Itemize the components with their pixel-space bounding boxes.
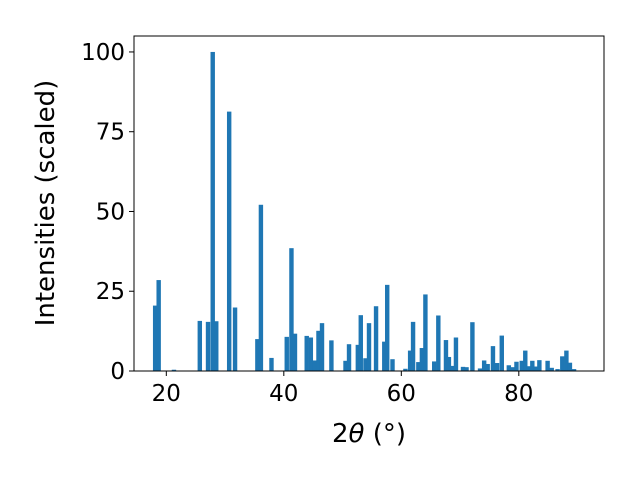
y-axis: 0 25 50 75 100	[81, 40, 134, 385]
bar	[450, 365, 455, 371]
bar	[506, 365, 512, 371]
x-axis-label-symbol: θ	[349, 419, 365, 449]
bar	[464, 367, 469, 371]
bar	[269, 357, 274, 371]
bar	[308, 337, 314, 371]
y-tick-label: 100	[81, 40, 125, 66]
bar	[316, 330, 321, 371]
bar	[432, 361, 437, 371]
bar	[382, 341, 387, 371]
bar	[289, 248, 294, 371]
bar	[232, 307, 238, 371]
bar	[514, 361, 519, 371]
bar	[485, 363, 490, 371]
x-tick-label: 40	[269, 381, 298, 407]
x-axis-label-prefix: 2	[332, 419, 349, 449]
bar	[403, 368, 408, 371]
bar	[156, 280, 161, 371]
x-axis-label-unit: (°)	[364, 419, 406, 449]
bar	[460, 366, 466, 371]
bar	[555, 369, 560, 371]
bar	[490, 346, 496, 371]
x-tick-label: 20	[152, 381, 181, 407]
bar	[312, 360, 318, 371]
bar	[373, 306, 379, 371]
bar	[284, 336, 289, 371]
bar	[537, 360, 542, 371]
bar	[481, 360, 487, 371]
x-tick-label: 80	[504, 381, 533, 407]
bar	[526, 366, 532, 371]
y-tick-label: 75	[96, 120, 125, 146]
bar	[205, 321, 211, 371]
bar	[549, 367, 554, 371]
bar	[319, 323, 325, 371]
bar	[258, 204, 264, 371]
bar	[477, 368, 483, 371]
y-axis-label: Intensities (scaled)	[31, 80, 61, 327]
x-axis: 20 40 60 80	[152, 371, 533, 407]
bar	[366, 323, 372, 371]
bar	[363, 358, 368, 371]
bar	[533, 366, 539, 371]
bar	[571, 369, 577, 371]
y-tick-label: 0	[110, 359, 125, 385]
bar	[545, 360, 550, 371]
bar	[171, 369, 177, 371]
bar	[292, 333, 298, 371]
bar	[407, 350, 413, 371]
bar	[358, 315, 363, 371]
bar	[560, 356, 565, 371]
bar	[226, 111, 232, 372]
bar	[564, 350, 569, 371]
bar	[197, 320, 203, 371]
bar	[494, 363, 500, 371]
bar	[567, 362, 573, 371]
bar	[255, 339, 260, 371]
x-axis-label: 2θ (°)	[332, 419, 406, 449]
bar	[355, 344, 361, 371]
bar	[416, 362, 421, 371]
bar	[499, 335, 504, 371]
bar	[346, 344, 352, 371]
bar	[443, 340, 449, 371]
plot-frame	[133, 35, 605, 372]
bar	[530, 360, 535, 371]
bar	[390, 359, 395, 371]
bar	[304, 335, 309, 371]
bar	[210, 51, 215, 371]
bar	[423, 294, 428, 371]
y-tick-label: 50	[96, 199, 125, 225]
bar	[385, 284, 390, 371]
bar	[419, 348, 425, 371]
bar	[523, 350, 528, 371]
bar	[410, 321, 416, 371]
bar	[152, 305, 158, 371]
bar	[329, 340, 334, 371]
bar	[214, 321, 219, 371]
bar	[453, 337, 459, 371]
y-tick-label: 25	[96, 279, 125, 305]
bar	[519, 360, 524, 371]
bar	[343, 360, 348, 371]
bar-series	[152, 51, 577, 372]
bar	[510, 367, 515, 371]
bar	[446, 356, 452, 371]
x-tick-label: 60	[387, 381, 416, 407]
bar	[436, 315, 441, 371]
bar	[470, 322, 475, 371]
